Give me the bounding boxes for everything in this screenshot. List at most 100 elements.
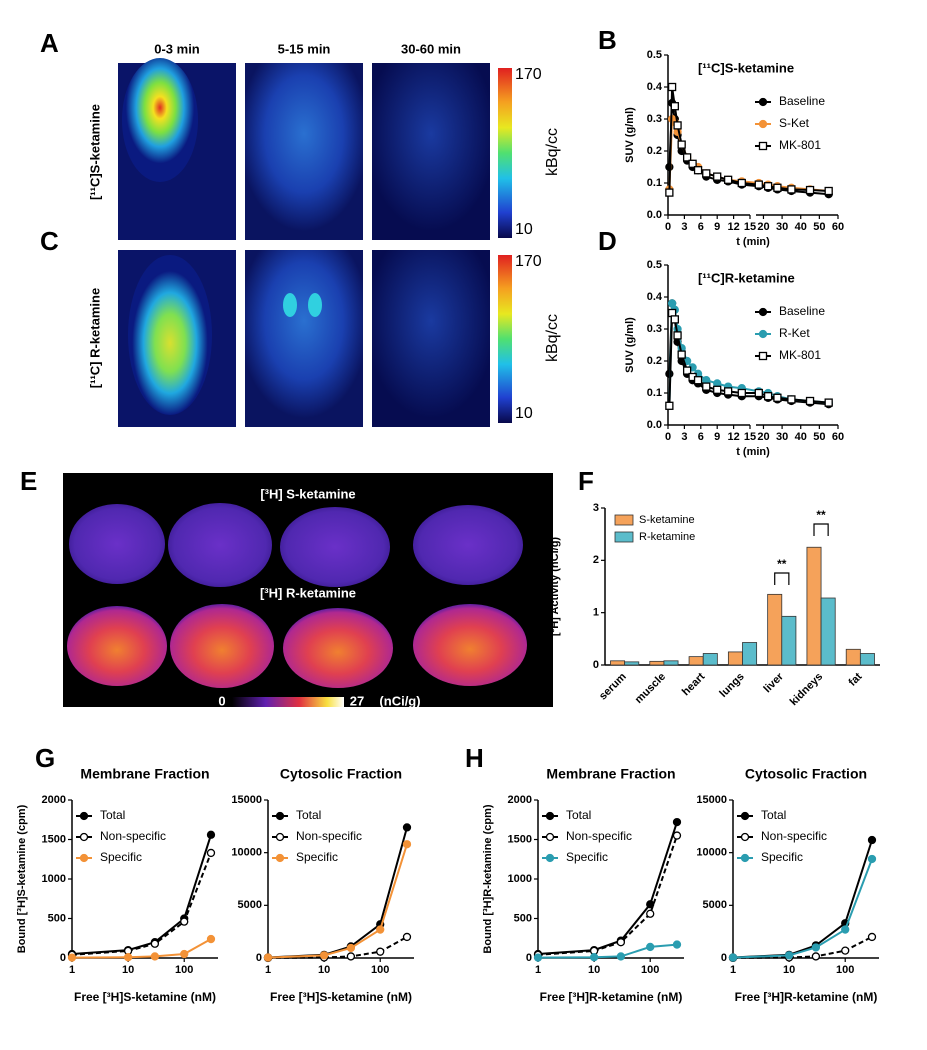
pet-image [372,63,490,240]
legend-label: Non-specific [100,829,166,843]
marker [646,942,655,952]
pet-image [245,63,363,240]
legend-marker [758,141,768,151]
legend-label: S-ketamine [639,514,695,526]
marker [737,178,746,188]
pet-images [118,58,512,427]
bar [806,546,822,666]
y-tick-label: 0.3 [647,323,662,335]
brain-section [67,606,167,686]
marker [867,854,877,864]
bar [859,653,875,666]
colorbar-max: 170 [515,253,542,270]
x-tick-label: 6 [698,221,704,233]
x-tick-label: 9 [714,221,720,233]
legend-label: Total [566,808,591,822]
colorbar-max: 170 [515,66,542,83]
marker [787,395,796,404]
legend-label: Total [100,808,125,822]
legend-label: Specific [100,850,142,864]
brain-section [413,604,527,686]
marker [824,398,833,407]
marker [206,934,216,944]
y-tick-label: 0 [60,952,66,964]
bar [820,597,836,666]
x-tick-label: fat [847,670,865,688]
legend-marker [740,811,750,821]
y-tick-label: 0.2 [647,145,662,157]
panel-label: A [40,28,59,58]
series-line [732,936,873,959]
x-tick-label: kidneys [788,671,825,708]
x-tick-label: 1 [535,964,541,976]
y-tick-label: 1500 [508,833,532,845]
y-tick-label: 1500 [42,833,66,845]
x-tick-label: 30 [776,431,788,443]
y-tick-label: 0.0 [647,419,662,431]
bar [742,642,758,666]
y-tick-label: 0 [593,659,599,671]
marker [150,939,160,948]
legend-label: Total [761,808,786,822]
marker [841,925,850,934]
marker [402,840,412,849]
marker [206,848,216,858]
x-tick-label: 40 [795,221,807,233]
marker [824,186,833,196]
marker [402,823,412,832]
marker [67,953,77,962]
x-tick-label: 1 [730,964,736,976]
legend-marker [79,853,89,863]
x-tick-label: 100 [175,964,193,976]
x-tick-label: muscle [633,671,668,706]
row-label: [¹¹C] R-ketamine [87,288,102,388]
marker [672,940,682,949]
legend-label: Baseline [779,94,825,108]
y-tick-label: 15000 [231,794,262,806]
autoradiography [63,473,553,707]
x-tick-label: 10 [783,964,795,976]
legend-label: Non-specific [566,829,632,843]
series-line [732,858,873,959]
y-tick-label: 5000 [703,899,727,911]
pet-signal [308,293,322,317]
legend-marker [758,307,768,317]
marker [319,951,329,960]
marker [123,953,133,962]
x-tick-label: 0 [665,221,671,233]
marker [665,188,674,197]
legend-marker [79,811,89,821]
marker [737,388,746,398]
marker [713,172,722,181]
chart-title: Membrane Fraction [546,766,675,782]
y-tick-label: 2 [593,554,599,566]
y-axis-label: SUV (g/ml) [624,317,636,373]
x-tick-label: 40 [795,431,807,443]
panel-label: H [465,743,484,773]
y-tick-label: 0.2 [647,355,662,367]
y-tick-label: 1000 [508,873,532,885]
x-tick-label: 30 [776,221,788,233]
marker [616,938,626,947]
x-tick-label: 20 [757,221,769,233]
annotation: ** [777,557,787,571]
y-axis-label: [³H] Activity (nCi/g) [549,537,561,637]
marker [589,953,599,962]
x-tick-label: 1 [69,964,75,976]
column-title: 5-15 min [278,41,331,56]
marker [811,952,821,961]
x-tick-label: 10 [588,964,600,976]
legend-label: Specific [566,850,608,864]
bar [649,660,665,666]
marker [693,166,703,175]
marker [673,331,682,340]
marker [773,183,782,192]
y-axis-label: Bound [³H]S-ketamine (cpm) [16,804,28,953]
legend-label: R-Ket [779,326,810,340]
series-line [267,936,408,959]
pet-signal [283,293,297,317]
marker [533,953,543,962]
legend-swatch [614,514,634,526]
marker [787,185,796,194]
